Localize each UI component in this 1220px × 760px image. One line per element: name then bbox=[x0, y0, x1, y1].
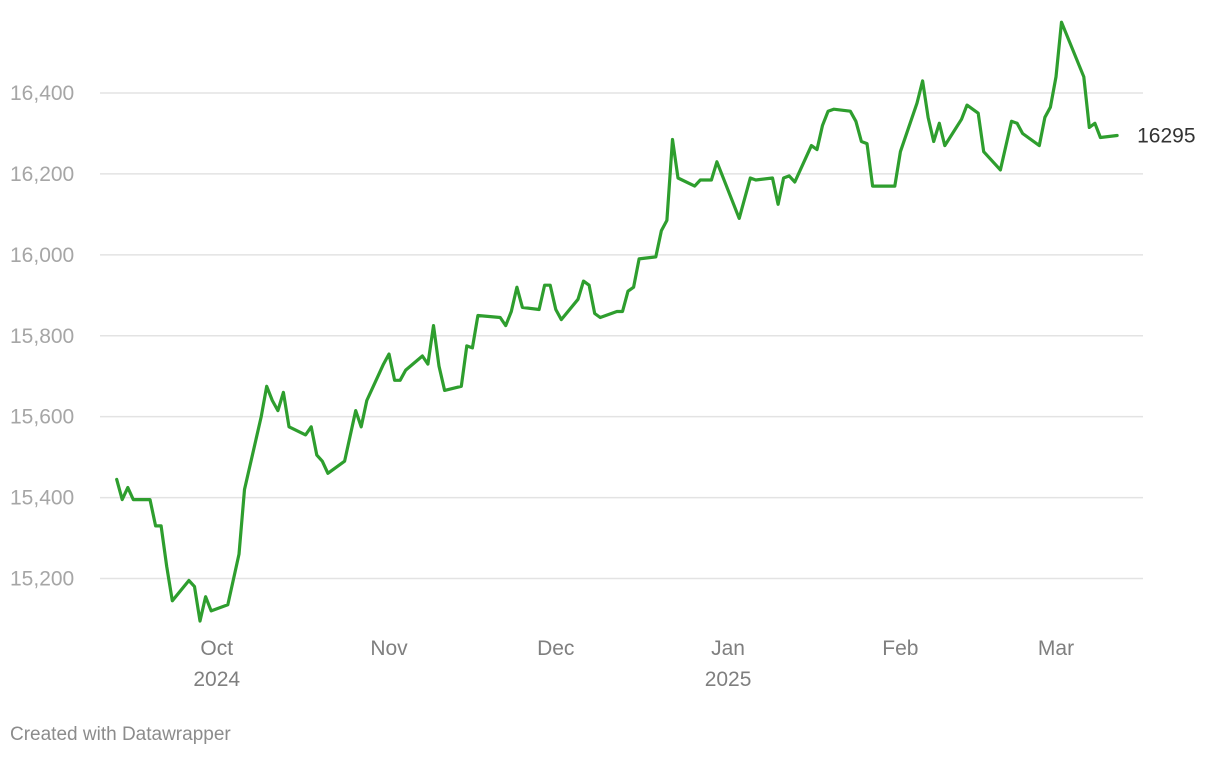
y-tick-label: 15,800 bbox=[10, 325, 74, 348]
y-tick-label: 16,200 bbox=[10, 163, 74, 186]
x-axis-tick-labels: Oct 2024 Nov Dec Jan 2025 Feb Mar bbox=[193, 637, 1074, 691]
gridlines bbox=[100, 92, 1143, 580]
line-chart: 15,200 15,400 15,600 15,800 16,000 16,200 16,4… bbox=[10, 20, 1196, 691]
x-tick-label: Oct bbox=[200, 637, 233, 660]
credit-text: Created with Datawrapper bbox=[10, 724, 231, 745]
end-value-label: 16295 bbox=[1137, 124, 1195, 147]
x-tick-label: Nov bbox=[370, 637, 408, 660]
y-tick-label: 15,400 bbox=[10, 487, 74, 510]
y-tick-label: 16,000 bbox=[10, 244, 74, 267]
x-tick-year-label: 2024 bbox=[193, 668, 240, 691]
y-tick-label: 15,200 bbox=[10, 568, 74, 591]
x-tick-label: Feb bbox=[882, 637, 918, 660]
y-axis-tick-labels: 15,200 15,400 15,600 15,800 16,000 16,200 16,4… bbox=[10, 82, 74, 591]
x-tick-label: Mar bbox=[1038, 637, 1074, 660]
x-tick-label: Dec bbox=[537, 637, 574, 660]
x-tick-year-label: 2025 bbox=[705, 668, 752, 691]
x-tick-label: Jan bbox=[711, 637, 745, 660]
series-line bbox=[115, 20, 1119, 623]
y-tick-label: 16,400 bbox=[10, 82, 74, 105]
y-tick-label: 15,600 bbox=[10, 406, 74, 429]
series-layer bbox=[115, 20, 1119, 623]
